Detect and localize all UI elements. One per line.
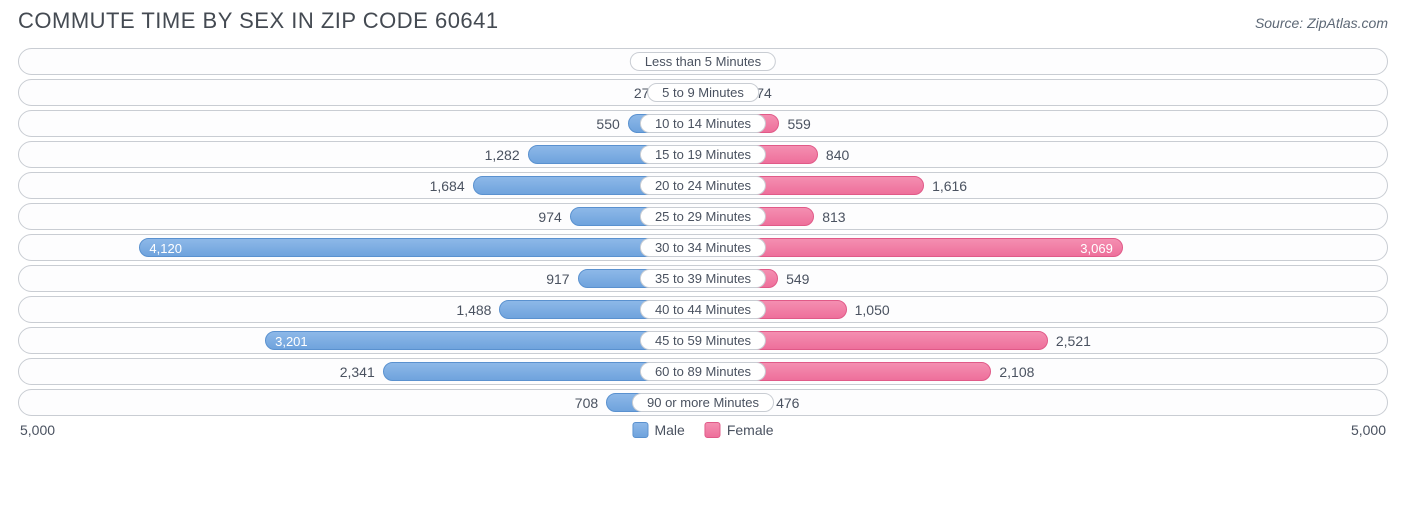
male-value: 974 xyxy=(538,204,569,231)
chart-row: 917 549 35 to 39 Minutes xyxy=(18,265,1388,292)
male-value: 4,120 xyxy=(149,235,182,262)
chart-row: 2,341 2,108 60 to 89 Minutes xyxy=(18,358,1388,385)
female-value: 559 xyxy=(779,111,810,138)
male-value: 1,684 xyxy=(430,173,473,200)
category-label: 90 or more Minutes xyxy=(632,393,774,412)
chart-row: 1,488 1,050 40 to 44 Minutes xyxy=(18,296,1388,323)
category-label: 40 to 44 Minutes xyxy=(640,300,766,319)
chart-header: COMMUTE TIME BY SEX IN ZIP CODE 60641 So… xyxy=(18,8,1388,34)
chart-row: 974 813 25 to 29 Minutes xyxy=(18,203,1388,230)
category-label: Less than 5 Minutes xyxy=(630,52,776,71)
axis-label-right: 5,000 xyxy=(1351,422,1386,438)
chart-row: 10070Less than 5 Minutes xyxy=(18,48,1388,75)
category-label: 30 to 34 Minutes xyxy=(640,238,766,257)
chart-title: COMMUTE TIME BY SEX IN ZIP CODE 60641 xyxy=(18,8,499,34)
chart-source: Source: ZipAtlas.com xyxy=(1255,15,1388,31)
chart-row: 3,201 2,521 45 to 59 Minutes xyxy=(18,327,1388,354)
chart-row: 2762745 to 9 Minutes xyxy=(18,79,1388,106)
chart-row: 1,684 1,616 20 to 24 Minutes xyxy=(18,172,1388,199)
male-value: 2,341 xyxy=(340,359,383,386)
category-label: 35 to 39 Minutes xyxy=(640,269,766,288)
category-label: 45 to 59 Minutes xyxy=(640,331,766,350)
category-label: 10 to 14 Minutes xyxy=(640,114,766,133)
male-value: 917 xyxy=(546,266,577,293)
legend-female: Female xyxy=(705,422,774,438)
legend-male: Male xyxy=(632,422,684,438)
chart-row: 550 559 10 to 14 Minutes xyxy=(18,110,1388,137)
category-label: 15 to 19 Minutes xyxy=(640,145,766,164)
female-value: 840 xyxy=(818,142,849,169)
commute-chart: COMMUTE TIME BY SEX IN ZIP CODE 60641 So… xyxy=(0,0,1406,523)
legend-male-label: Male xyxy=(654,422,684,438)
male-bar xyxy=(139,238,703,257)
female-value: 1,616 xyxy=(924,173,967,200)
chart-row: 1,282 840 15 to 19 Minutes xyxy=(18,141,1388,168)
chart-row: 70847690 or more Minutes xyxy=(18,389,1388,416)
female-swatch-icon xyxy=(705,422,721,438)
category-label: 5 to 9 Minutes xyxy=(647,83,759,102)
male-value: 550 xyxy=(596,111,627,138)
female-bar xyxy=(703,238,1123,257)
male-value: 3,201 xyxy=(275,328,308,355)
legend: Male Female xyxy=(632,422,773,438)
male-value: 1,488 xyxy=(456,297,499,324)
female-value: 549 xyxy=(778,266,809,293)
category-label: 60 to 89 Minutes xyxy=(640,362,766,381)
chart-footer: 5,000 Male Female 5,000 xyxy=(18,422,1388,444)
category-label: 20 to 24 Minutes xyxy=(640,176,766,195)
male-value: 1,282 xyxy=(485,142,528,169)
legend-female-label: Female xyxy=(727,422,774,438)
axis-label-left: 5,000 xyxy=(20,422,55,438)
male-value: 708 xyxy=(575,390,606,417)
male-swatch-icon xyxy=(632,422,648,438)
female-value: 3,069 xyxy=(1080,235,1113,262)
female-value: 813 xyxy=(814,204,845,231)
chart-rows: 10070Less than 5 Minutes 2762745 to 9 Min… xyxy=(18,48,1388,416)
female-value: 2,521 xyxy=(1048,328,1091,355)
female-value: 2,108 xyxy=(991,359,1034,386)
chart-row: 4,120 3,069 30 to 34 Minutes xyxy=(18,234,1388,261)
male-bar xyxy=(265,331,703,350)
female-value: 1,050 xyxy=(847,297,890,324)
category-label: 25 to 29 Minutes xyxy=(640,207,766,226)
